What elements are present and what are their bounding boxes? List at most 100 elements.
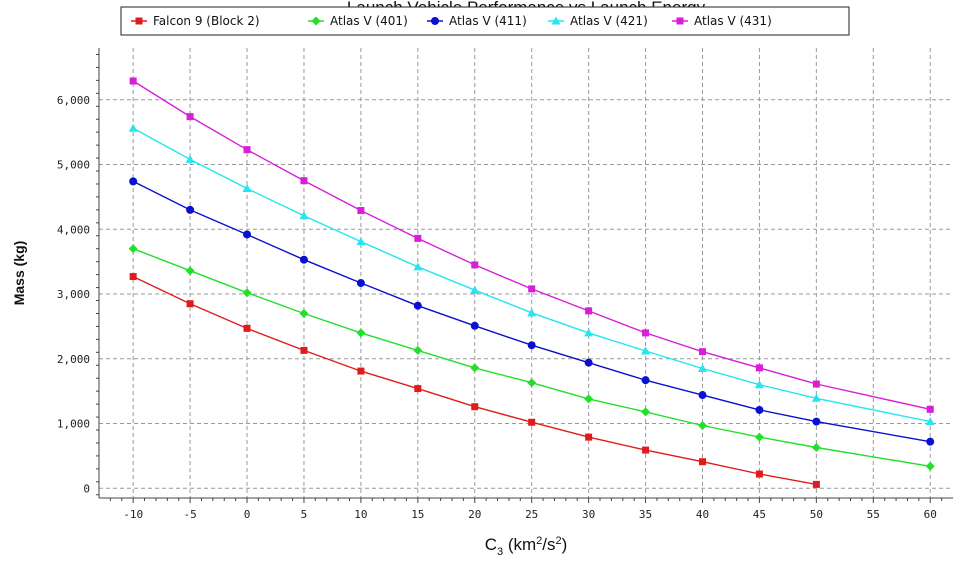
data-point: [585, 433, 593, 441]
x-axis-label-rest1: (km: [503, 535, 536, 554]
data-point: [414, 234, 422, 242]
x-axis-label: C3 (km2/s2): [485, 535, 568, 558]
data-point: [186, 113, 194, 121]
legend-label: Atlas V (401): [330, 14, 408, 28]
data-point: [584, 394, 594, 404]
data-point: [925, 417, 935, 426]
y-tick-label: 1,000: [57, 418, 90, 431]
x-tick-label: 50: [810, 508, 823, 521]
data-point: [185, 154, 195, 163]
legend-label: Atlas V (421): [570, 14, 648, 28]
data-point: [697, 420, 707, 430]
x-tick-label: 0: [244, 508, 251, 521]
series-line: [132, 80, 931, 410]
legend-marker: [135, 17, 143, 25]
data-point: [470, 363, 480, 373]
data-point: [642, 329, 650, 337]
legend: Falcon 9 (Block 2) Atlas V (401) Atlas V (…: [120, 6, 850, 36]
x-tick-label: 20: [468, 508, 481, 521]
x-axis-label-sub: 3: [497, 546, 503, 558]
x-tick-label: -5: [183, 508, 196, 521]
x-tick-label: 10: [354, 508, 367, 521]
x-tick-label: 25: [525, 508, 538, 521]
data-point: [584, 328, 594, 337]
data-point: [300, 346, 308, 354]
legend-label: Atlas V (431): [694, 14, 772, 28]
x-tick-label: 45: [753, 508, 766, 521]
data-point: [185, 266, 195, 276]
data-point: [186, 300, 194, 308]
data-point: [697, 364, 707, 373]
x-tick-label: 55: [867, 508, 880, 521]
series-0: [129, 273, 820, 488]
data-point: [129, 273, 137, 281]
x-axis-label-sup2: 2: [556, 535, 562, 547]
data-point: [186, 205, 195, 214]
x-tick-label: 40: [696, 508, 709, 521]
legend-item-1: Atlas V (401): [308, 14, 408, 28]
data-point: [299, 308, 309, 318]
data-point: [242, 184, 252, 193]
data-point: [584, 358, 593, 367]
x-axis-label-base: C: [485, 535, 497, 554]
data-point: [243, 230, 252, 239]
legend-item-3: Atlas V (421): [548, 14, 648, 28]
data-point: [128, 244, 138, 254]
series-2: [129, 177, 935, 446]
data-point: [527, 378, 537, 388]
data-point: [925, 461, 935, 471]
y-tick-label: 5,000: [57, 159, 90, 172]
data-point: [698, 391, 707, 400]
y-tick-label: 0: [83, 482, 90, 495]
series-line: [132, 127, 931, 423]
data-point: [243, 146, 251, 154]
y-axis-label: Mass (kg): [11, 241, 27, 306]
legend-label: Falcon 9 (Block 2): [153, 14, 260, 28]
data-point: [129, 77, 137, 85]
series-4: [129, 77, 934, 413]
y-tick-label: 2,000: [57, 353, 90, 366]
data-point: [357, 367, 365, 375]
data-point: [528, 418, 536, 426]
plot-background: [99, 48, 953, 498]
data-point: [299, 211, 309, 220]
series-1: [128, 244, 935, 471]
data-point: [527, 341, 536, 350]
data-point: [754, 380, 764, 389]
legend-marker: [551, 16, 561, 25]
data-point: [413, 262, 423, 271]
y-tick-label: 6,000: [57, 94, 90, 107]
data-point: [299, 255, 308, 264]
data-point: [698, 458, 706, 466]
data-point: [926, 437, 935, 446]
data-point: [356, 237, 366, 246]
legend-marker: [676, 17, 684, 25]
data-point: [471, 261, 479, 269]
x-tick-label: 5: [301, 508, 308, 521]
x-axis-label-rest2: /s: [542, 535, 555, 554]
y-tick-label: 3,000: [57, 288, 90, 301]
data-point: [755, 470, 763, 478]
data-point: [812, 480, 820, 488]
data-point: [641, 346, 651, 355]
data-point: [812, 417, 821, 426]
data-point: [811, 442, 821, 452]
plot-area: [99, 48, 953, 498]
data-point: [698, 348, 706, 356]
data-point: [641, 376, 650, 385]
data-point: [470, 321, 479, 330]
x-tick-label: 60: [924, 508, 937, 521]
x-tick-label: 15: [411, 508, 424, 521]
legend-marker: [431, 17, 439, 25]
legend-marker: [311, 16, 321, 26]
legend-item-4: Atlas V (431): [672, 14, 772, 28]
data-point: [811, 393, 821, 402]
x-axis-label-rest3: ): [562, 535, 568, 554]
data-point: [128, 123, 138, 132]
data-point: [755, 364, 763, 372]
data-point: [357, 207, 365, 215]
axes: -10 -5 0 5 10 15 20 25 30 35 40 45 50 55 60 0 1,000 2,000…: [11, 48, 953, 558]
legend-item-0: Falcon 9 (Block 2): [131, 14, 260, 28]
data-point: [243, 324, 251, 332]
data-point: [413, 345, 423, 355]
